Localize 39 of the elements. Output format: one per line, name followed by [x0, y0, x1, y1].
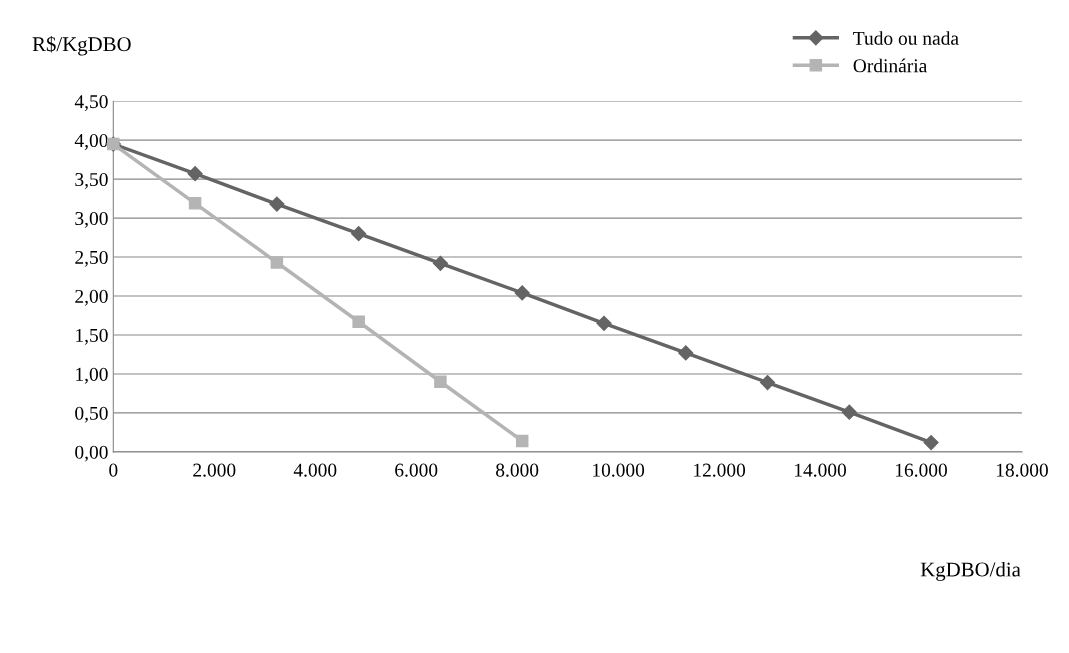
y-tick-label: 3,50	[75, 172, 108, 189]
point	[434, 375, 447, 388]
y-tick-label: 0,50	[75, 406, 108, 423]
x-tick-label: 14.000	[795, 463, 847, 477]
x-tick-label: 2.000	[193, 463, 236, 477]
legend-label: Ordinária	[853, 58, 928, 73]
y-tick-label: 2,00	[75, 289, 108, 306]
legend-label: Tudo ou nada	[853, 31, 959, 45]
point	[270, 256, 284, 269]
point	[515, 434, 529, 448]
x-tick-label: 0	[109, 463, 118, 477]
y-tick-label: 2,50	[75, 250, 108, 267]
x-tick-label: 10.000	[593, 463, 645, 477]
point	[923, 434, 939, 451]
y-axis-title: R$/KgDBO	[32, 35, 131, 56]
point	[759, 374, 776, 391]
point	[841, 404, 857, 420]
y-tick-label: 3,00	[75, 211, 108, 228]
point	[269, 196, 285, 212]
point	[351, 226, 367, 242]
point	[188, 197, 202, 210]
y-tick-label: 1,00	[76, 367, 108, 384]
x-tick-label: 18.000	[996, 463, 1048, 477]
y-tick-label: 1,50	[76, 328, 108, 345]
y-tick-label: 4,50	[74, 95, 108, 111]
point	[352, 315, 365, 328]
point	[678, 345, 694, 361]
x-tick-label: 16.000	[895, 463, 947, 477]
x-tick-label: 6.000	[395, 463, 438, 477]
point	[596, 315, 612, 331]
point	[432, 255, 448, 271]
y-tick-label: 0,00	[75, 445, 108, 462]
x-tick-label: 4.000	[293, 463, 337, 477]
x-tick-label: 8.000	[496, 463, 539, 477]
x-tick-label: 12.000	[694, 463, 746, 477]
y-tick-label: 4,00	[74, 133, 108, 150]
point	[187, 166, 203, 182]
x-axis-title: KgDBO/dia	[920, 561, 1021, 581]
point	[514, 285, 530, 301]
